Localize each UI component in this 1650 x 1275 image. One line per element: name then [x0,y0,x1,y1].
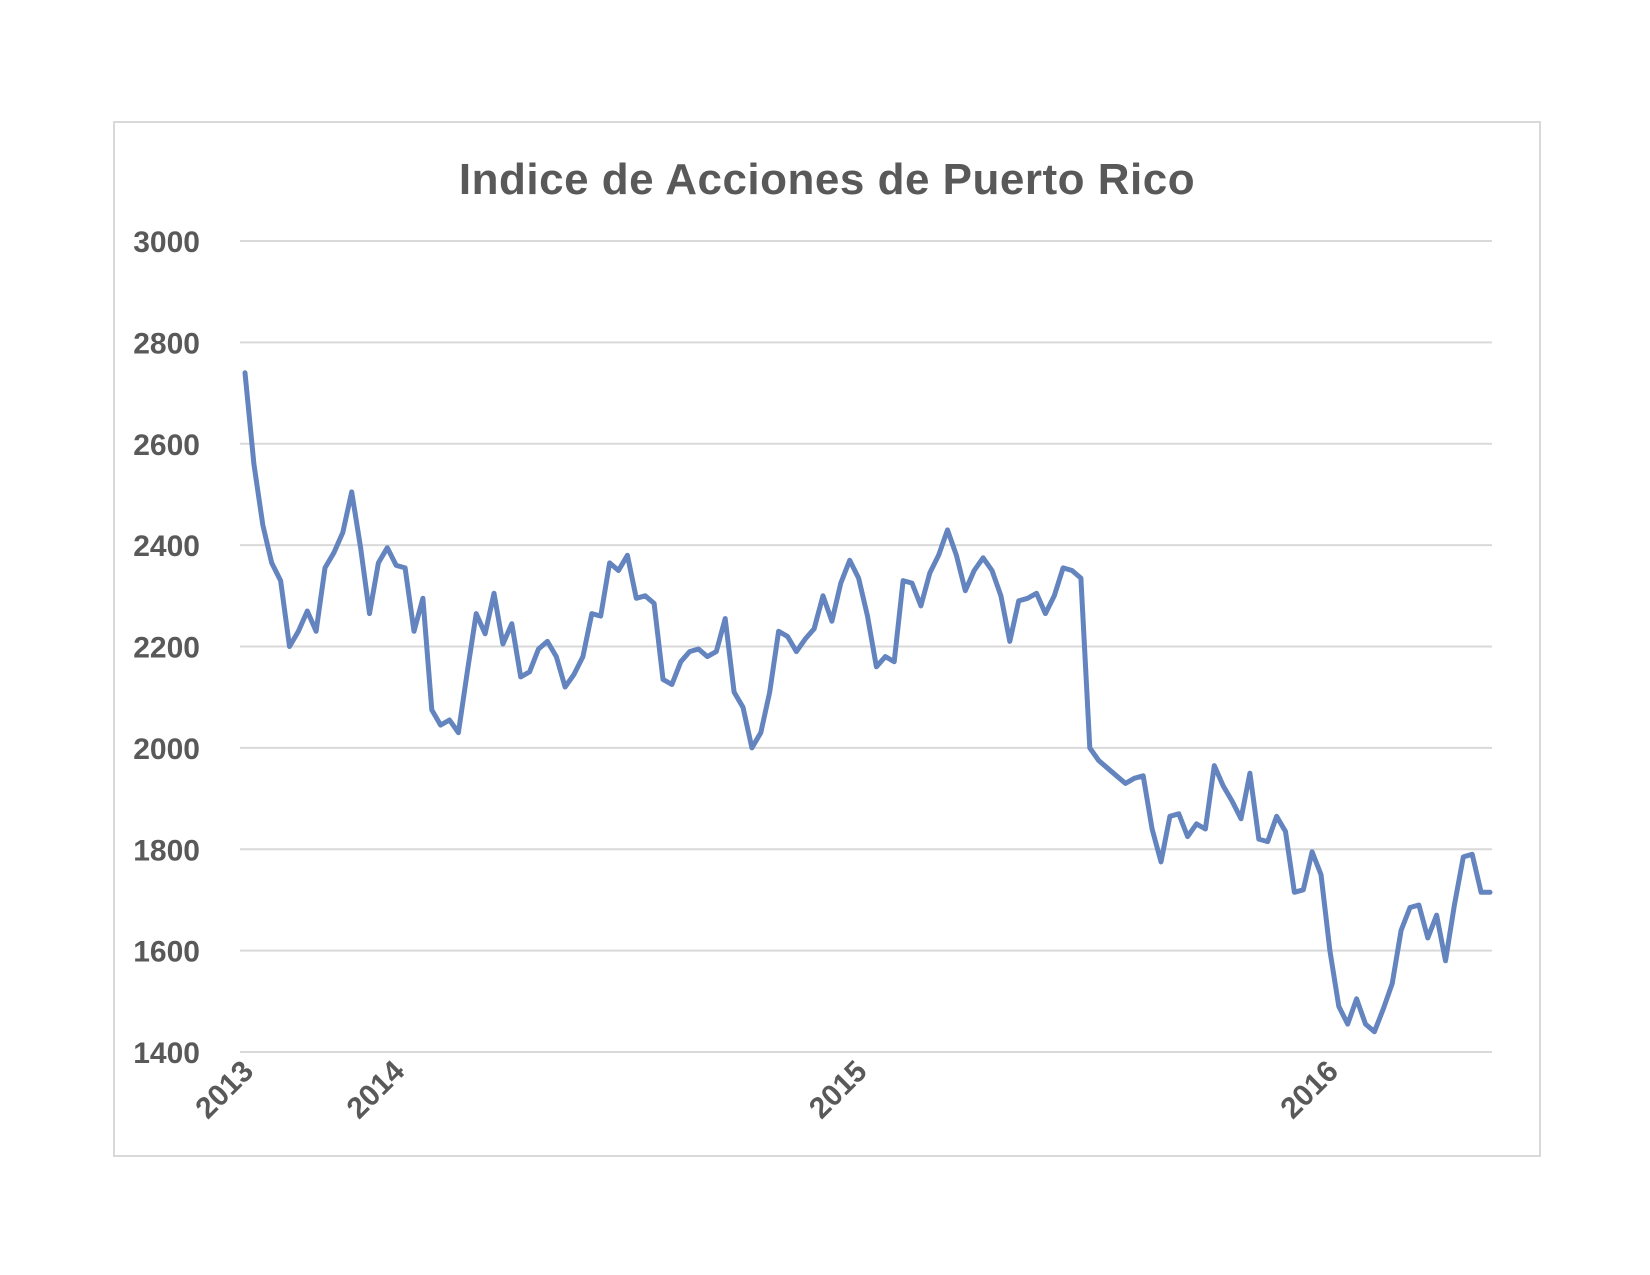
y-tick-label: 2400 [133,530,200,563]
y-tick-label: 2000 [133,733,200,766]
x-tick-label: 2014 [341,1054,412,1125]
y-tick-label: 1400 [133,1037,200,1070]
y-tick-label: 2200 [133,632,200,665]
y-tick-label: 1600 [133,936,200,969]
y-tick-label: 1800 [133,834,200,867]
x-tick-label: 2015 [803,1055,874,1126]
y-tick-label: 2600 [133,429,200,462]
gridlines [240,240,1492,1053]
plot-area: 3000 2800 2600 2400 2200 2000 1800 1600 1400 201… [133,226,1493,1125]
x-axis-ticks: 2013 2014 2015 2016 [189,1054,1344,1125]
x-tick-label: 2016 [1274,1055,1345,1126]
series-layer [242,370,1493,1035]
series-line [242,370,1493,1035]
chart-title: Indice de Acciones de Puerto Rico [458,155,1196,204]
chart-frame: Indice de Acciones de Puerto Rico 3000 28… [113,121,1541,1157]
y-tick-label: 3000 [133,226,200,259]
y-axis-ticks: 3000 2800 2600 2400 2200 2000 1800 1600 1400 [133,226,200,1070]
y-tick-label: 2800 [133,327,200,360]
